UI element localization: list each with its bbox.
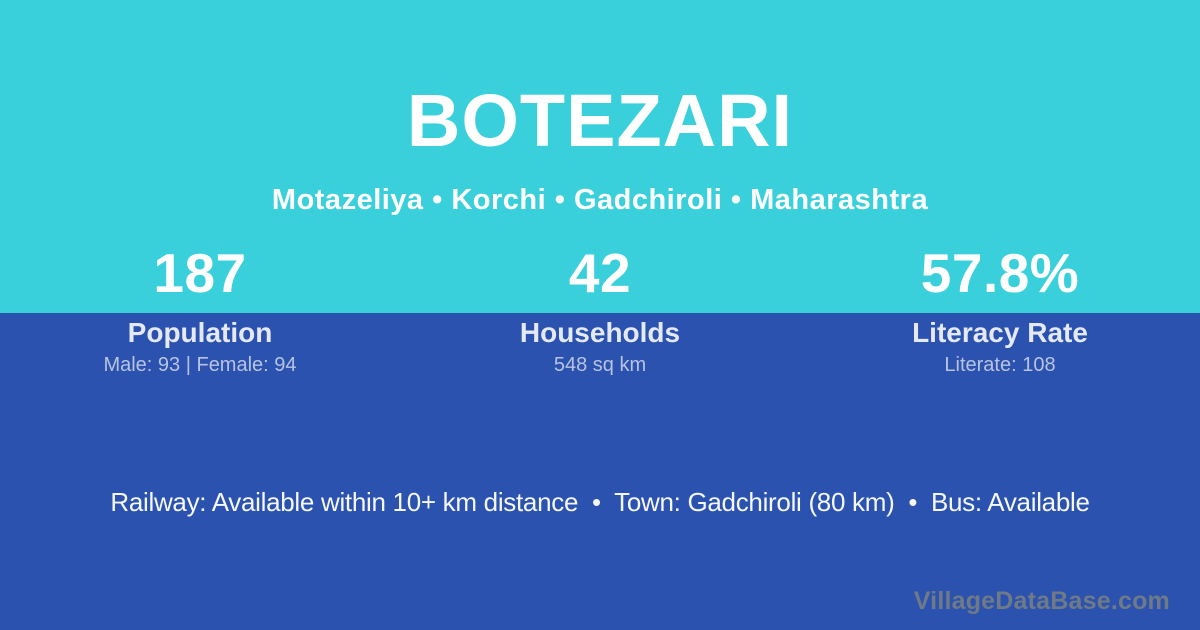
households-detail: 548 sq km bbox=[553, 354, 647, 376]
stats-row: 187 Population Male: 93 | Female: 94 42 … bbox=[0, 246, 1200, 377]
households-value: 42 bbox=[568, 242, 632, 304]
transport-info-line: Railway: Available within 10+ km distanc… bbox=[110, 487, 1090, 517]
literacy-rate-detail: Literate: 108 bbox=[944, 354, 1056, 376]
bottom-background-band bbox=[0, 313, 1200, 630]
stat-population: 187 Population Male: 93 | Female: 94 bbox=[0, 246, 400, 377]
population-detail: Male: 93 | Female: 94 bbox=[103, 354, 297, 376]
breadcrumb-location: Motazeliya • Korchi • Gadchiroli • Mahar… bbox=[271, 184, 929, 216]
stat-literacy-rate: 57.8% Literacy Rate Literate: 108 bbox=[800, 246, 1200, 377]
watermark-brand: VillageDataBase.com bbox=[913, 587, 1170, 615]
page-title: BOTEZARI bbox=[406, 79, 794, 162]
households-label: Households bbox=[519, 317, 681, 348]
population-value: 187 bbox=[153, 242, 247, 304]
literacy-rate-value: 57.8% bbox=[920, 242, 1080, 304]
top-background-band bbox=[0, 0, 1200, 313]
population-label: Population bbox=[127, 317, 273, 348]
stat-households: 42 Households 548 sq km bbox=[400, 246, 800, 377]
literacy-rate-label: Literacy Rate bbox=[912, 317, 1088, 348]
